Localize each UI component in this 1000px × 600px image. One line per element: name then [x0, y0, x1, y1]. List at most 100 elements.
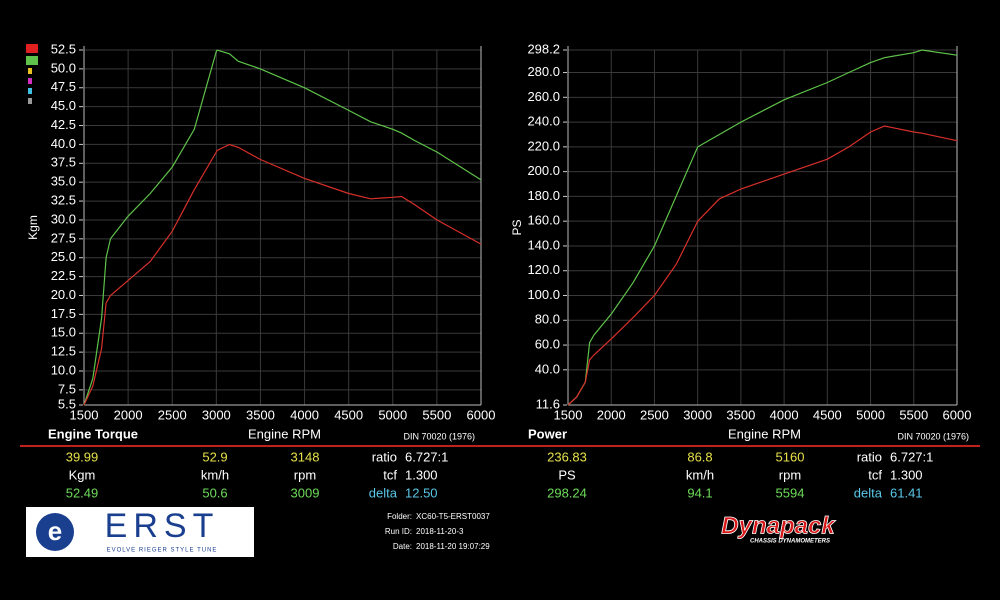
y-tick-label: 22.5 — [51, 268, 76, 283]
x-tick-label: 4500 — [334, 407, 363, 422]
logo-text: ERST — [105, 507, 220, 545]
y-tick-label: 17.5 — [51, 306, 76, 321]
info-label: Folder: — [387, 512, 412, 521]
table-cell: 6.727:1 — [405, 449, 448, 464]
x-tick-label: 2500 — [640, 407, 669, 422]
x-tick-label: 4000 — [290, 407, 319, 422]
info-label: Run ID: — [385, 527, 412, 536]
y-tick-label: 180.0 — [527, 188, 560, 203]
x-tick-label: 2500 — [158, 407, 187, 422]
table-cell: 52.9 — [202, 449, 227, 464]
y-tick-label: 12.5 — [51, 344, 76, 359]
table-cell: 5594 — [776, 485, 805, 500]
table-cell: ratio — [372, 449, 397, 464]
y-tick-label: 5.5 — [58, 396, 76, 411]
y-axis-label: PS — [510, 219, 524, 235]
y-tick-label: 60.0 — [535, 336, 560, 351]
y-tick-label: 42.5 — [51, 117, 76, 132]
y-tick-label: 32.5 — [51, 193, 76, 208]
y-tick-label: 11.6 — [536, 396, 560, 411]
table-cell: 3148 — [291, 449, 320, 464]
swatch — [28, 68, 32, 74]
table-cell: PS — [558, 467, 576, 482]
y-tick-label: 40.0 — [51, 136, 76, 151]
chart-subtitle: DIN 70020 (1976) — [403, 431, 475, 441]
table-cell: rpm — [779, 467, 801, 482]
table-cell: rpm — [294, 467, 316, 482]
x-tick-label: 5500 — [422, 407, 451, 422]
y-tick-label: 10.0 — [51, 362, 76, 377]
y-tick-label: 45.0 — [51, 98, 76, 113]
table-cell: km/h — [686, 467, 714, 482]
y-tick-label: 120.0 — [527, 262, 560, 277]
y-tick-label: 30.0 — [51, 211, 76, 226]
y-axis-label: Kgm — [26, 215, 40, 240]
logo-text: Dynapack — [721, 512, 836, 539]
logo-tagline: EVOLVE RIEGER STYLE TUNE — [107, 548, 218, 554]
table-cell: 61.41 — [890, 485, 923, 500]
table-cell: 6.727:1 — [890, 449, 933, 464]
x-tick-label: 1500 — [554, 407, 583, 422]
chart-title: Power — [528, 426, 567, 441]
swatch — [28, 88, 32, 94]
y-tick-label: 37.5 — [51, 155, 76, 170]
info-label: Date: — [393, 542, 412, 551]
info-value: 2018-11-20-3 — [416, 527, 464, 536]
x-tick-label: 3500 — [246, 407, 275, 422]
x-tick-label: 5000 — [378, 407, 407, 422]
table-cell: 1.300 — [405, 467, 438, 482]
x-tick-label: 5500 — [899, 407, 928, 422]
swatch — [26, 56, 38, 65]
swatch — [28, 78, 32, 84]
y-tick-label: 160.0 — [527, 213, 560, 228]
logo-mark — [36, 513, 74, 551]
x-tick-label: 5000 — [856, 407, 885, 422]
x-tick-label: 6000 — [943, 407, 972, 422]
logo-tagline: CHASSIS DYNAMOMETERS — [750, 539, 830, 545]
table-cell: 50.6 — [202, 485, 227, 500]
series-line — [567, 49, 958, 406]
y-tick-label: 25.0 — [51, 249, 76, 264]
table-cell: delta — [369, 485, 398, 500]
x-tick-label: 4500 — [813, 407, 842, 422]
x-tick-label: 2000 — [114, 407, 143, 422]
y-tick-label: 220.0 — [527, 138, 560, 153]
info-value: XC60-T5-ERST0037 — [416, 512, 490, 521]
x-tick-label: 6000 — [467, 407, 496, 422]
table-cell: 298.24 — [547, 485, 587, 500]
x-tick-label: 3500 — [726, 407, 755, 422]
table-cell: 39.99 — [66, 449, 99, 464]
table-cell: ratio — [857, 449, 882, 464]
table-cell: tcf — [868, 467, 882, 482]
table-cell: 86.8 — [687, 449, 712, 464]
y-tick-label: 260.0 — [527, 89, 560, 104]
y-tick-label: 298.2 — [527, 41, 560, 56]
table-cell: Kgm — [69, 467, 96, 482]
y-tick-label: 100.0 — [527, 287, 560, 302]
y-tick-label: 7.5 — [58, 381, 76, 396]
y-tick-label: 140.0 — [527, 237, 560, 252]
y-tick-label: 20.0 — [51, 287, 76, 302]
table-cell: delta — [854, 485, 883, 500]
table-cell: 1.300 — [890, 467, 923, 482]
y-tick-label: 35.0 — [51, 174, 76, 189]
x-tick-label: 3000 — [202, 407, 231, 422]
y-tick-label: 40.0 — [535, 361, 560, 376]
table-cell: 3009 — [291, 485, 320, 500]
x-tick-label: 3000 — [683, 407, 712, 422]
erst-logo: e ERST EVOLVE RIEGER STYLE TUNE — [26, 507, 254, 557]
table-cell: 5160 — [776, 449, 805, 464]
y-tick-label: 15.0 — [51, 325, 76, 340]
series-line — [83, 143, 482, 406]
y-tick-label: 240.0 — [527, 114, 560, 129]
table-cell: tcf — [383, 467, 397, 482]
table-cell: 52.49 — [66, 485, 99, 500]
series-line — [567, 125, 958, 406]
x-axis-label: Engine RPM — [728, 426, 801, 441]
y-tick-label: 52.5 — [51, 41, 76, 56]
swatch — [26, 44, 38, 53]
y-tick-label: 27.5 — [51, 230, 76, 245]
y-tick-label: 280.0 — [527, 64, 560, 79]
